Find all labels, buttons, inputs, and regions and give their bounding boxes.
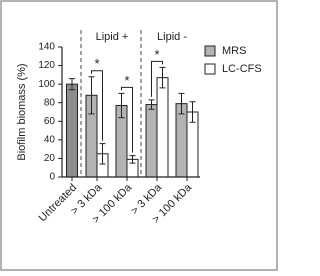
error-bar [99, 143, 106, 165]
chart: Biofilm biomass (%) 0 20 40 60 80 100 120 140 Li… [0, 0, 278, 271]
legend-label: LC-CFS [222, 63, 262, 75]
error-bar [159, 66, 166, 89]
bar [66, 83, 78, 178]
error-bar [178, 92, 185, 115]
error-bar [69, 78, 75, 91]
y-axis-label: Biofilm biomass (%) [16, 63, 28, 160]
significance-label: * [124, 73, 129, 88]
y-tick-label: 40 [44, 134, 56, 145]
legend-swatch [204, 45, 216, 57]
significance-bracket [121, 86, 133, 153]
significance-label: * [94, 56, 99, 71]
error-bar [148, 99, 155, 110]
y-tick-label: 140 [38, 42, 55, 53]
y-tick-label: 120 [38, 60, 55, 71]
significance-label: * [154, 47, 159, 62]
y-tick-label: 60 [44, 116, 56, 127]
y-tick-label: 100 [38, 79, 55, 90]
error-bar [88, 76, 95, 115]
group-label: Lipid + [96, 31, 129, 43]
error-bar [189, 101, 196, 123]
error-bar [118, 92, 125, 119]
error-bar [129, 155, 136, 164]
significance-bracket [91, 70, 103, 141]
frame [0, 0, 278, 271]
legend-label: MRS [222, 45, 246, 57]
legend-swatch [204, 63, 216, 75]
group-label: Lipid - [157, 31, 187, 43]
bar [175, 103, 188, 178]
bar [156, 77, 169, 178]
significance-bracket [151, 60, 163, 97]
bar [145, 104, 158, 178]
y-tick-label: 80 [44, 97, 56, 108]
y-tick-label: 0 [49, 172, 55, 183]
y-tick-label: 20 [44, 153, 56, 164]
